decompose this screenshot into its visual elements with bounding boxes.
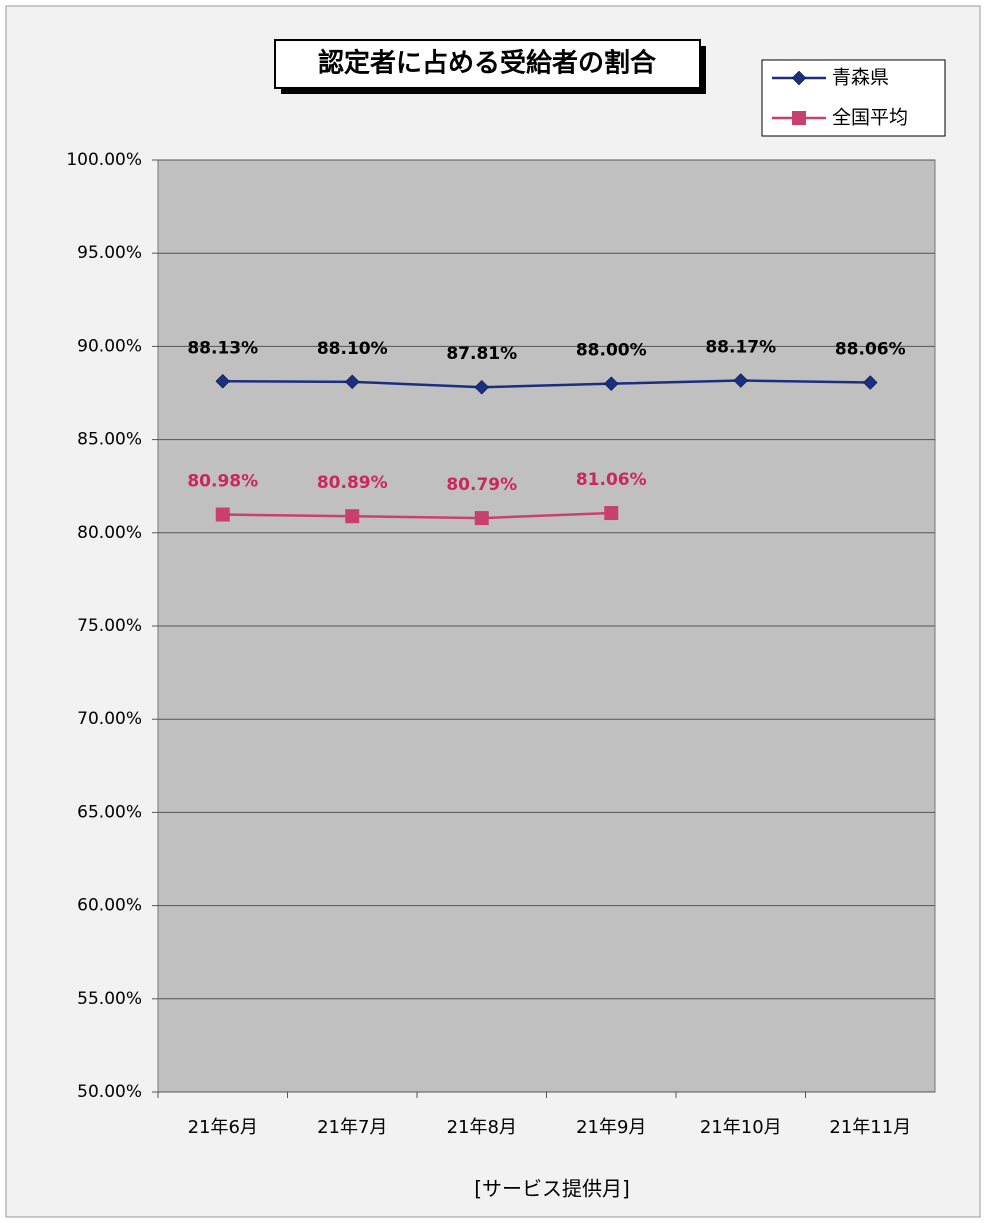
y-tick-label: 80.00% (77, 523, 142, 543)
x-axis-label: [サービス提供月] (474, 1177, 630, 1201)
point (862, 375, 878, 390)
y-tick-label: 65.00% (77, 802, 142, 822)
data-label: 80.98% (187, 472, 258, 492)
y-tick-label: 70.00% (77, 709, 142, 729)
point (344, 374, 360, 390)
x-tick-label: 21年10月 (700, 1117, 782, 1138)
data-label: 88.13% (187, 338, 258, 358)
x-tick-label: 21年9月 (576, 1117, 646, 1138)
y-tick-label: 85.00% (77, 430, 142, 450)
data-label: 80.89% (317, 473, 388, 493)
data-label: 81.06% (576, 470, 647, 490)
point (792, 111, 806, 125)
point (474, 379, 490, 395)
legend-label: 全国平均 (832, 107, 908, 129)
point (215, 373, 231, 389)
series-line (222, 511, 612, 520)
y-tick-label: 90.00% (77, 336, 142, 356)
data-label: 88.17% (705, 338, 776, 358)
y-tick-label: 55.00% (77, 989, 142, 1009)
y-tick-label: 75.00% (77, 616, 142, 636)
point (791, 70, 807, 86)
y-tick-label: 95.00% (77, 243, 142, 263)
x-tick-label: 21年6月 (188, 1117, 258, 1138)
chart-title: 認定者に占める受給者の割合 (318, 48, 657, 79)
x-tick-label: 21年8月 (447, 1117, 517, 1138)
data-label: 88.00% (576, 341, 647, 361)
data-label: 88.10% (317, 339, 388, 359)
data-label: 87.81% (446, 344, 517, 364)
point (345, 509, 360, 524)
x-tick-label: 21年7月 (317, 1117, 387, 1138)
data-label: 88.06% (835, 340, 906, 360)
point (603, 376, 619, 392)
point (474, 511, 489, 526)
y-tick-label: 50.00% (77, 1082, 142, 1102)
point (604, 506, 619, 521)
y-tick-label: 60.00% (77, 896, 142, 916)
point (215, 507, 230, 522)
y-tick-label: 100.00% (66, 150, 142, 170)
x-tick-label: 21年11月 (829, 1117, 911, 1138)
legend-label: 青森県 (832, 67, 889, 89)
point (733, 373, 749, 388)
title-box (274, 39, 701, 89)
data-label: 80.79% (446, 475, 517, 495)
series-line (222, 379, 871, 389)
